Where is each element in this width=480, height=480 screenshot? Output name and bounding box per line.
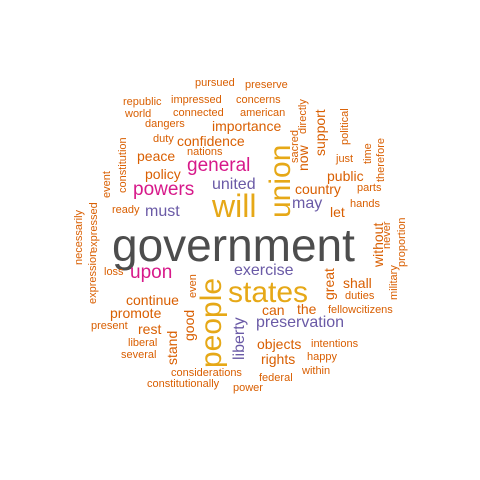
word-great: great [321,268,337,300]
word-nations: nations [187,146,223,158]
word-american: american [240,107,286,119]
word-states: states [228,276,309,309]
word-country: country [295,181,341,197]
word-considerations: considerations [171,367,242,379]
word-rest: rest [138,321,162,337]
word-shall: shall [343,275,372,291]
word-continue: continue [126,292,179,308]
word-dangers: dangers [145,118,185,130]
word-stand: stand [164,330,180,365]
word-military: military [388,265,400,300]
word-can: can [262,302,285,318]
word-exercise: exercise [234,262,294,279]
word-let: let [330,204,345,220]
word-preserve: preserve [245,79,288,91]
word-liberal: liberal [128,337,158,349]
word-within: within [302,365,331,377]
word-concerns: concerns [236,94,281,106]
word-expressed: expressed [88,202,100,253]
word-time: time [362,143,374,164]
word-loss: loss [104,266,124,278]
word-may: may [292,195,323,212]
word-hands: hands [350,198,380,210]
word-must: must [145,203,180,220]
word-pursued: pursued [195,77,235,89]
word-even: even [187,274,199,298]
word-therefore: therefore [375,137,387,182]
word-sacred: sacred [289,129,301,163]
word-power: power [233,382,263,394]
word-expression: expression [87,250,99,304]
word-duties: duties [345,290,375,302]
word-policy: policy [145,166,181,182]
word-duty: duty [153,133,174,145]
word-liberty: liberty [231,317,248,360]
word-federal: federal [259,372,293,384]
word-good: good [181,309,197,341]
word-several: several [121,349,157,361]
word-peace: peace [137,148,176,164]
word-intentions: intentions [311,338,359,350]
word-public: public [327,168,364,184]
word-upon: upon [130,262,173,283]
word-people: people [195,277,228,368]
word-rights: rights [261,351,296,367]
word-political: political [339,108,351,145]
word-necessarily: necessarily [73,209,85,265]
word-parts: parts [357,182,382,194]
word-united: united [212,176,256,193]
word-world: world [125,108,152,120]
word-ready: ready [112,204,140,216]
word-constitution: constitution [117,137,129,193]
word-will: will [212,188,257,224]
word-support: support [312,109,328,156]
word-general: general [187,155,251,176]
word-connected: connected [173,107,224,119]
word-present: present [91,320,128,332]
word-happy: happy [307,351,337,363]
word-government: government [112,219,355,271]
word-never: never [381,221,393,249]
word-importance: importance [212,118,282,134]
word-just: just [336,153,354,165]
word-powers: powers [133,179,195,200]
word-the: the [297,301,317,317]
word-event: event [101,171,113,198]
word-confidence: confidence [177,133,245,149]
word-impressed: impressed [171,94,222,106]
word-objects: objects [257,336,302,352]
word-fellowcitizens: fellowcitizens [328,304,393,316]
word-proportion: proportion [396,217,408,267]
word-constitutionally: constitutionally [147,378,220,390]
word-directly: directly [297,99,309,134]
word-promote: promote [110,305,162,321]
word-republic: republic [123,96,162,108]
word-preservation: preservation [256,314,345,331]
